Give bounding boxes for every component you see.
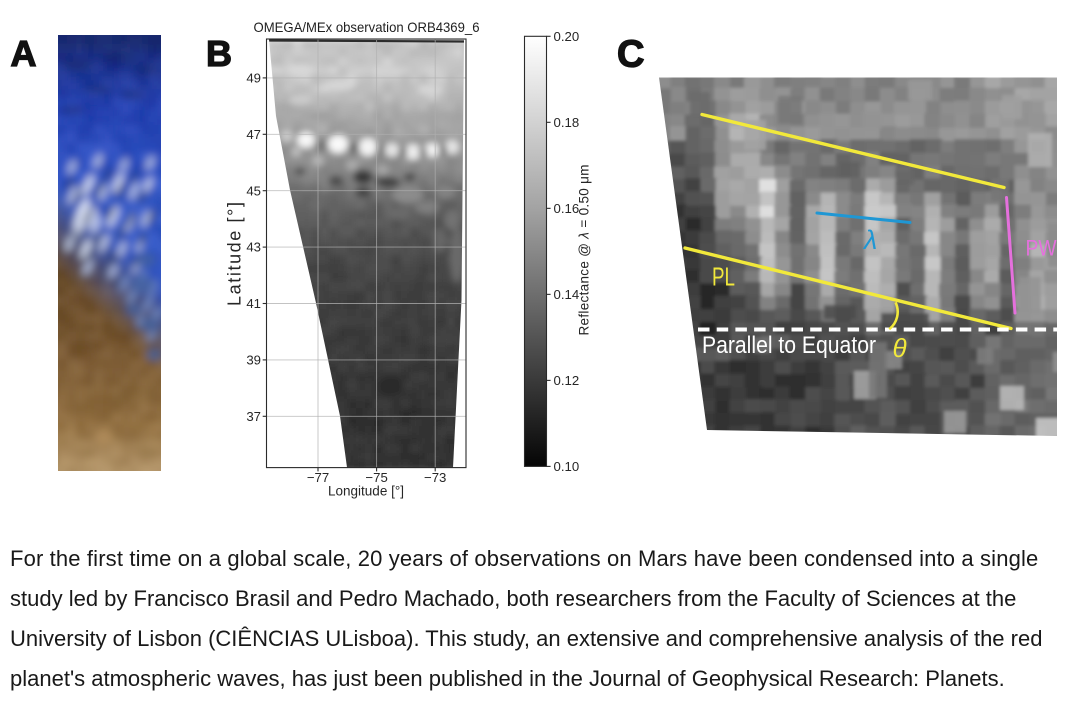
- svg-text:0.12: 0.12: [554, 373, 580, 388]
- svg-text:PL: PL: [712, 264, 735, 292]
- svg-text:C: C: [617, 34, 644, 76]
- svg-text:Parallel to Equator: Parallel to Equator: [702, 332, 876, 359]
- svg-text:0.16: 0.16: [554, 201, 580, 216]
- svg-text:−75: −75: [365, 470, 387, 485]
- svg-text:0.20: 0.20: [554, 29, 580, 44]
- svg-text:Latitude [°]: Latitude [°]: [225, 202, 245, 306]
- svg-text:49: 49: [246, 71, 261, 86]
- svg-text:B: B: [206, 33, 232, 74]
- svg-text:−73: −73: [424, 470, 446, 485]
- svg-text:A: A: [11, 33, 37, 74]
- svg-text:0.10: 0.10: [554, 459, 580, 474]
- svg-text:0.14: 0.14: [554, 287, 580, 302]
- svg-text:−77: −77: [307, 470, 329, 485]
- svg-text:45: 45: [246, 183, 261, 198]
- svg-text:Longitude [°]: Longitude [°]: [328, 484, 404, 499]
- svg-text:0.18: 0.18: [554, 115, 580, 130]
- svg-text:OMEGA/MEx observation ORB4369_: OMEGA/MEx observation ORB4369_6: [254, 19, 480, 35]
- svg-text:Reflectance @ λ = 0.50 μm: Reflectance @ λ = 0.50 μm: [577, 165, 592, 336]
- svg-text:θ: θ: [893, 333, 907, 363]
- svg-text:37: 37: [246, 409, 261, 424]
- svg-text:43: 43: [246, 240, 261, 255]
- svg-text:47: 47: [246, 127, 261, 142]
- svg-text:41: 41: [246, 296, 261, 311]
- svg-text:λ: λ: [862, 225, 877, 255]
- svg-text:PW: PW: [1026, 236, 1057, 261]
- svg-text:39: 39: [246, 353, 261, 368]
